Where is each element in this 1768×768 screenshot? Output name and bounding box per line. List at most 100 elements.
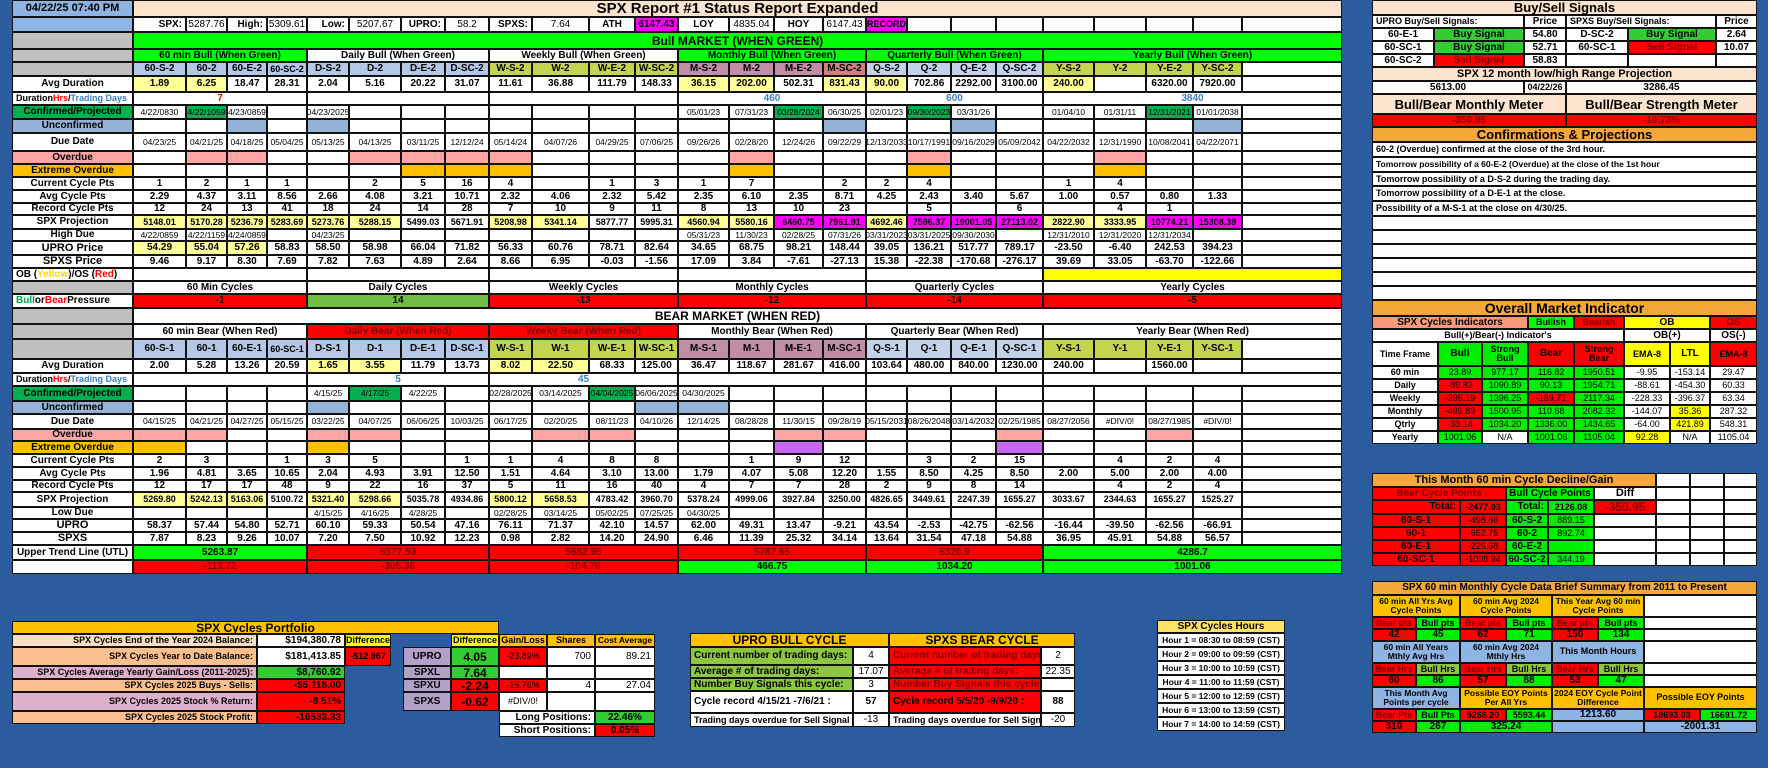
cell[interactable]: Record Cycle Pts xyxy=(12,203,133,215)
cell[interactable] xyxy=(403,711,451,724)
cell[interactable]: SPX Cycles 2025 Stock % Return: xyxy=(12,692,257,711)
cell[interactable]: 16691.72 xyxy=(1700,709,1757,721)
cell[interactable] xyxy=(589,229,635,241)
quote-row-cell[interactable]: 6147.43 xyxy=(823,17,866,32)
cell[interactable] xyxy=(951,151,996,164)
cell[interactable]: 6.25 xyxy=(186,76,227,92)
cell[interactable] xyxy=(307,164,349,177)
cell[interactable]: UPRO Price xyxy=(12,241,133,255)
cell[interactable]: 36.47 xyxy=(678,359,729,373)
cell[interactable]: 10/17/1991 xyxy=(907,133,951,151)
cell[interactable]: 12 xyxy=(133,480,186,492)
cell[interactable] xyxy=(635,105,678,119)
cell[interactable]: Yearly xyxy=(1372,431,1438,444)
cell[interactable]: Duration Hrs / Trading Days xyxy=(12,373,133,386)
cell[interactable]: 04/22/26 xyxy=(1524,81,1566,94)
cell[interactable]: 48 xyxy=(267,480,307,492)
cell[interactable]: 04/30/25 xyxy=(678,507,729,519)
cell[interactable]: 55.04 xyxy=(186,241,227,255)
cell[interactable]: 8 xyxy=(951,480,996,492)
cell[interactable]: 3449.61 xyxy=(907,492,951,507)
cell[interactable]: 18693.03 xyxy=(1644,709,1700,721)
cell[interactable]: 03/31/26 xyxy=(951,105,996,119)
cell[interactable]: -9.21 xyxy=(823,519,866,532)
cell[interactable]: 2.00 xyxy=(1146,467,1193,480)
quote-row-cell[interactable]: 7.64 xyxy=(532,17,589,32)
cell[interactable]: 2.66 xyxy=(307,190,349,203)
cell[interactable]: 4/23/0859 xyxy=(227,105,267,119)
cell[interactable]: 267 xyxy=(1416,721,1460,733)
cell[interactable]: 1 xyxy=(589,177,635,190)
cell[interactable]: 05/01/23 xyxy=(678,105,729,119)
cell[interactable]: 90.13 xyxy=(1528,379,1574,392)
cell[interactable]: 1090.89 xyxy=(1482,379,1528,392)
cell[interactable]: Due Date xyxy=(12,414,133,429)
cell[interactable] xyxy=(589,441,635,454)
cell[interactable]: 18 xyxy=(307,203,349,215)
cell[interactable]: Number Buy Signals this cycle: xyxy=(690,678,853,691)
cell[interactable]: Strong Bull xyxy=(1482,342,1528,366)
cell[interactable] xyxy=(267,401,307,414)
cell[interactable]: 2 xyxy=(186,177,227,190)
cell[interactable] xyxy=(1242,467,1342,480)
cell[interactable]: 8.30 xyxy=(227,255,267,268)
cell[interactable] xyxy=(1146,386,1193,401)
cell[interactable] xyxy=(489,268,678,281)
cell[interactable]: 63.34 xyxy=(1710,392,1757,405)
cell[interactable]: 09/26/26 xyxy=(678,133,729,151)
cell[interactable]: 60-SC-2 xyxy=(1372,54,1434,67)
cell[interactable]: -7.61 xyxy=(774,255,823,268)
cell[interactable] xyxy=(866,454,907,467)
cell[interactable]: Sell Signal xyxy=(1434,54,1524,67)
cell[interactable] xyxy=(532,229,589,241)
cell[interactable]: Difference xyxy=(345,634,391,647)
cell[interactable]: Extreme Overdue xyxy=(12,441,133,454)
cell[interactable] xyxy=(729,401,774,414)
cell[interactable] xyxy=(823,401,866,414)
cell[interactable]: -66.91 xyxy=(1193,519,1242,532)
cell[interactable]: 150 xyxy=(1552,629,1598,641)
bear-subband-cell[interactable] xyxy=(12,324,133,339)
cell[interactable]: Yearly Cycles xyxy=(1043,281,1342,294)
cell[interactable]: 57.26 xyxy=(227,241,267,255)
cell[interactable] xyxy=(1242,480,1342,492)
cell[interactable] xyxy=(445,386,489,401)
cell[interactable] xyxy=(1146,151,1193,164)
cell[interactable]: 1 xyxy=(1043,177,1094,190)
cell[interactable]: 8.23 xyxy=(186,532,227,545)
cell[interactable]: 3 xyxy=(307,454,349,467)
cell[interactable]: OB (Yellow)/OS (Red) xyxy=(12,268,133,281)
cell[interactable] xyxy=(866,401,907,414)
cell[interactable]: 4692.46 xyxy=(866,215,907,229)
bear-col-headers-cell[interactable]: Q-1 xyxy=(907,339,951,359)
cell[interactable]: 07/06/25 xyxy=(635,133,678,151)
cell[interactable]: 01/04/10 xyxy=(1043,105,1094,119)
cell[interactable]: High Due xyxy=(12,229,133,241)
cell[interactable]: 5658.53 xyxy=(532,492,589,507)
cell[interactable]: 02/28/25 xyxy=(774,229,823,241)
cell[interactable]: 2.04 xyxy=(307,467,349,480)
cell[interactable] xyxy=(1566,54,1628,67)
cell[interactable]: 04/21/25 xyxy=(186,133,227,151)
cell[interactable] xyxy=(532,177,589,190)
cell[interactable]: 13.26 xyxy=(227,359,267,373)
cell[interactable]: 2117.34 xyxy=(1574,392,1624,405)
cell[interactable]: 45.91 xyxy=(1094,532,1146,545)
cell[interactable] xyxy=(996,441,1043,454)
cell[interactable] xyxy=(1594,527,1656,540)
cell[interactable]: 47 xyxy=(1598,675,1644,687)
cell[interactable]: 136.21 xyxy=(907,241,951,255)
cell[interactable]: 4 xyxy=(489,177,532,190)
cell[interactable]: 34.65 xyxy=(678,241,729,255)
cell[interactable] xyxy=(489,92,678,105)
cell[interactable] xyxy=(1193,164,1242,177)
cell[interactable]: 889.15 xyxy=(1548,514,1594,527)
cell[interactable] xyxy=(267,429,307,441)
cell[interactable]: 8 xyxy=(589,454,635,467)
cell[interactable]: 4 xyxy=(1094,454,1146,467)
cell[interactable]: 03/31/2025 xyxy=(907,229,951,241)
cell[interactable]: 840.00 xyxy=(951,359,996,373)
cell[interactable]: -10.73% xyxy=(1566,114,1757,127)
cell[interactable]: 1105.04 xyxy=(1710,431,1757,444)
cell[interactable]: 8.50 xyxy=(907,467,951,480)
